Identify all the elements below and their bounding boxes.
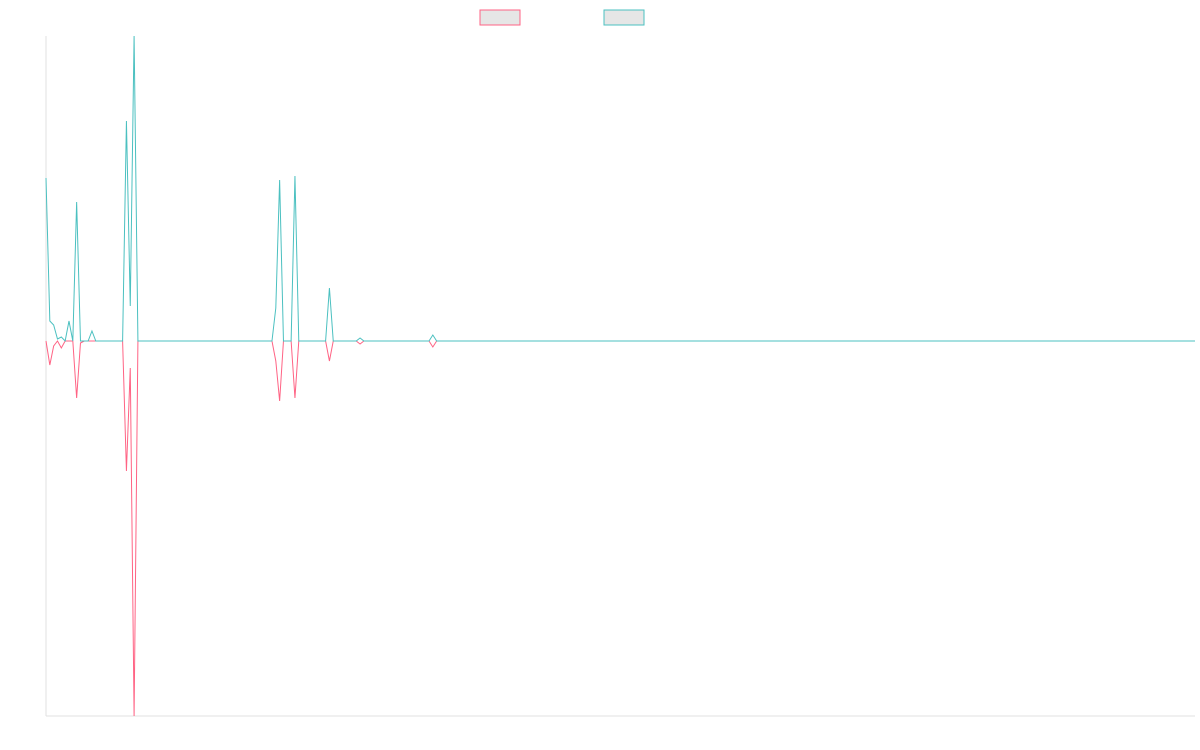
legend-swatch — [479, 9, 521, 26]
series-line — [45, 35, 1195, 343]
series-line — [45, 340, 1195, 717]
legend-swatch — [603, 9, 645, 26]
